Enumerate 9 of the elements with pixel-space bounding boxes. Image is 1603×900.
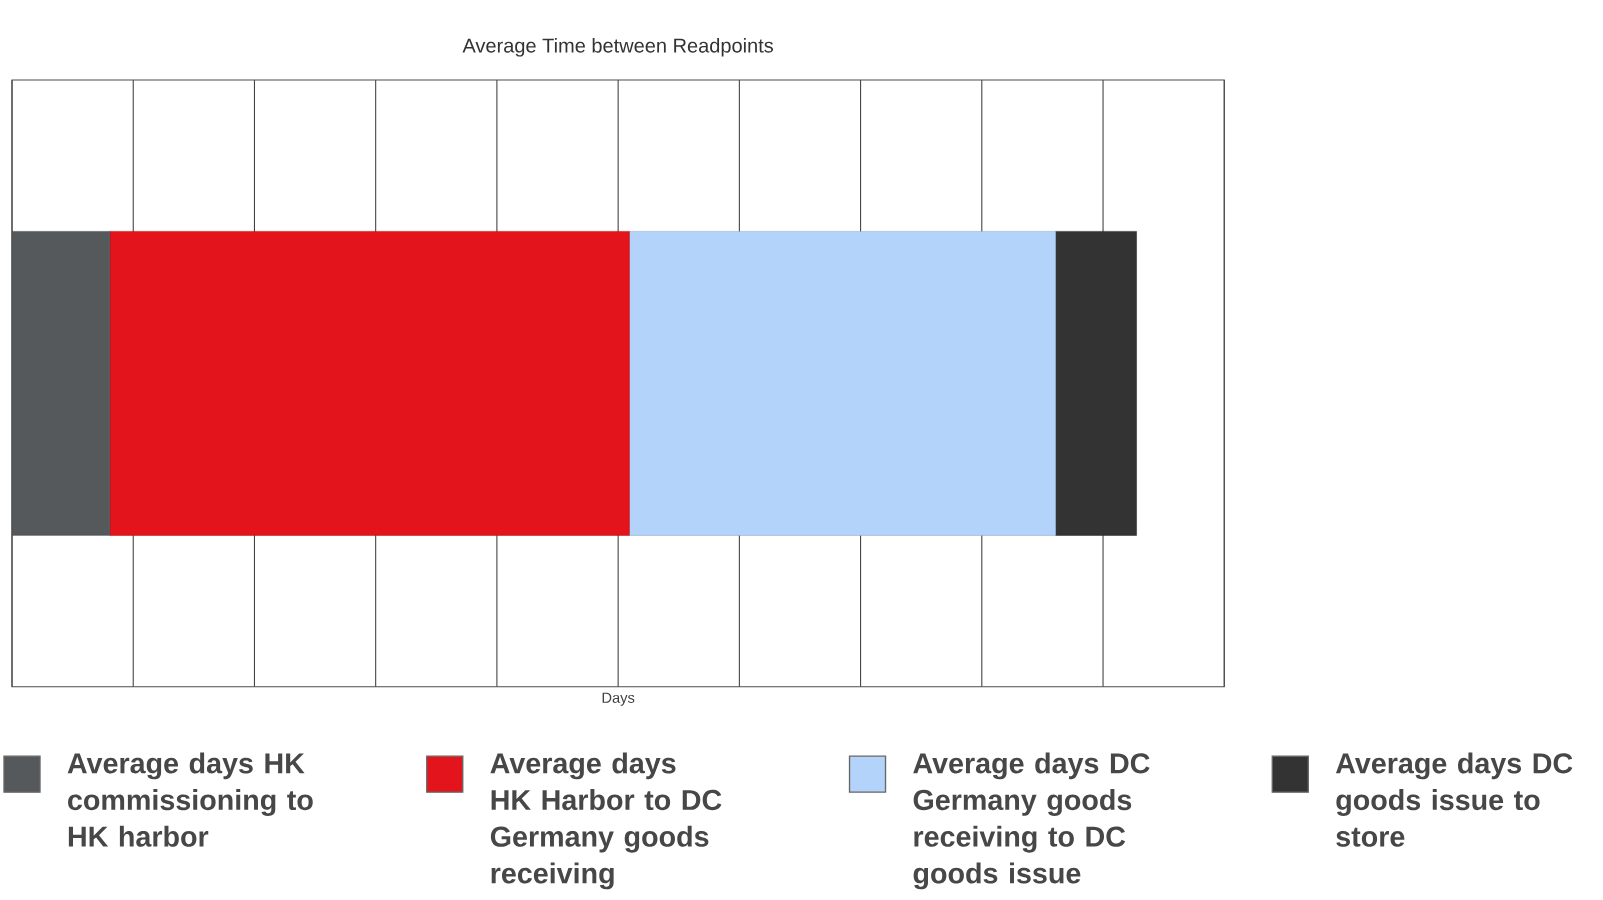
bar	[109, 231, 630, 536]
legend-label: Average days HK Harbor to DC Germany goods receiving	[490, 752, 722, 890]
chart-title: Average Time between Readpoints	[462, 37, 774, 57]
legend-label: Average days DC Germany goods receiving to DC goods issue	[913, 752, 1150, 890]
legend-label: Average days DC goods issue to store	[1335, 752, 1573, 847]
legend-label: Average days HK commissioning to HK harbor	[67, 752, 313, 847]
bar	[1055, 231, 1137, 536]
bar	[629, 231, 1056, 536]
x-axis-title: Days	[602, 692, 635, 706]
